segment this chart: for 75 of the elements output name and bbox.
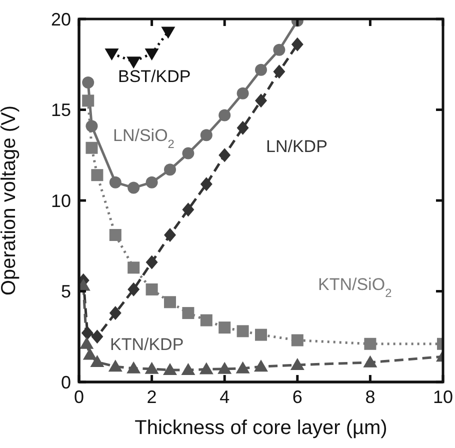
point xyxy=(126,361,141,374)
point xyxy=(273,44,286,56)
point xyxy=(364,338,376,350)
text: KTN/SiO$_{2}$ xyxy=(318,275,392,300)
point xyxy=(254,360,268,372)
x-tick-label: 2 xyxy=(146,386,157,407)
point xyxy=(81,326,94,340)
point xyxy=(90,355,104,368)
point xyxy=(82,348,97,360)
point xyxy=(146,255,158,270)
point xyxy=(218,148,231,162)
point xyxy=(273,64,286,79)
x-axis-title: Thickness of core layer (µm) xyxy=(134,417,388,439)
point xyxy=(218,322,231,334)
point xyxy=(82,76,94,89)
point xyxy=(86,142,98,154)
point xyxy=(104,48,119,60)
point xyxy=(255,64,267,76)
series-label: BST/KDP xyxy=(118,67,191,86)
point xyxy=(218,362,232,374)
point xyxy=(164,296,176,308)
y-tick-label: 5 xyxy=(60,282,71,302)
point xyxy=(236,325,249,338)
x-tick-label: 10 xyxy=(432,386,454,407)
point xyxy=(146,176,158,188)
point xyxy=(126,56,141,69)
series-label: LN/SiO$_{2}$ xyxy=(113,126,175,151)
point xyxy=(109,228,122,241)
point xyxy=(182,147,194,160)
x-tick-label: 6 xyxy=(292,386,302,407)
point xyxy=(291,37,304,52)
point xyxy=(128,282,140,296)
y-tick-label: 0 xyxy=(60,372,71,392)
point xyxy=(86,120,98,132)
x-tick-label: 4 xyxy=(220,386,230,407)
point xyxy=(161,26,176,39)
point xyxy=(255,94,267,108)
point xyxy=(181,363,196,376)
point xyxy=(182,202,194,217)
point xyxy=(200,314,212,326)
point xyxy=(236,120,249,135)
point xyxy=(163,363,177,376)
point xyxy=(291,334,304,346)
point xyxy=(80,336,94,349)
y-tick-label: 20 xyxy=(50,9,71,30)
y-tick-label: 15 xyxy=(50,100,71,120)
point xyxy=(91,169,104,182)
x-tick-label: 0 xyxy=(74,386,84,407)
y-axis-title: Operation voltage (V) xyxy=(0,105,20,296)
point xyxy=(255,328,267,341)
x-tick-label: 8 xyxy=(365,386,376,407)
y-tick-label: 10 xyxy=(50,190,71,211)
point xyxy=(236,87,249,100)
point xyxy=(199,362,214,374)
point xyxy=(290,358,304,370)
point xyxy=(91,330,104,344)
point xyxy=(144,362,159,374)
point xyxy=(236,361,250,374)
point xyxy=(164,164,176,176)
point xyxy=(200,129,212,142)
series-label: LN/KDP xyxy=(266,137,328,156)
point xyxy=(144,48,159,60)
series-label: KTN/KDP xyxy=(110,335,184,354)
point xyxy=(182,307,194,320)
point xyxy=(146,283,158,296)
point xyxy=(200,177,212,192)
point xyxy=(108,360,122,372)
point xyxy=(109,306,122,320)
point xyxy=(82,94,94,107)
point xyxy=(218,109,231,122)
point xyxy=(164,228,176,242)
point xyxy=(128,182,140,194)
point xyxy=(363,355,378,368)
point xyxy=(128,262,140,274)
point xyxy=(109,176,122,188)
